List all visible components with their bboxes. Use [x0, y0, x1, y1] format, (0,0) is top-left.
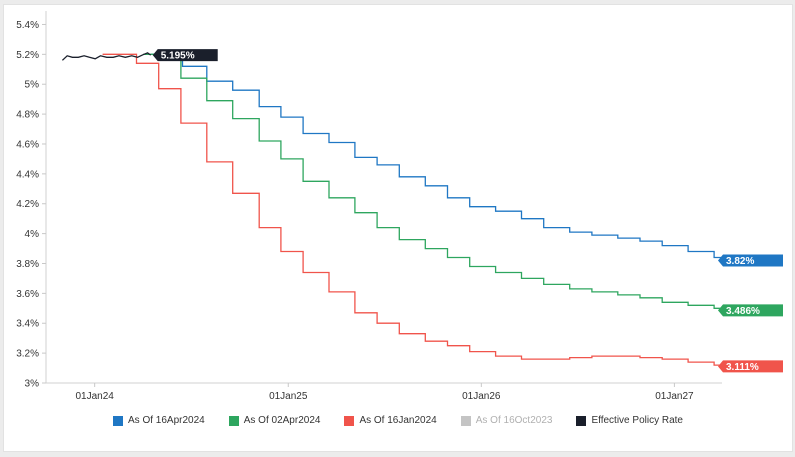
end-label-bg-4 — [152, 49, 218, 62]
legend-label: Effective Policy Rate — [591, 415, 683, 426]
series-line-4 — [61, 52, 152, 61]
end-label-4: 5.195% — [152, 49, 218, 62]
y-tick-label: 3.4% — [16, 319, 39, 330]
chart-card: 3% 3.2% 3.4% 3.6% 3.8% 4% 4.2% 4.4% 4.6% 4.8% 5% 5.… — [3, 4, 793, 452]
grid-layer — [45, 11, 722, 384]
series-line-0 — [150, 53, 723, 261]
y-tick-label: 5.2% — [16, 50, 39, 61]
y-tick-label: 4.4% — [16, 169, 39, 180]
end-label-text-0: 3.82% — [726, 256, 754, 267]
end-label-1: 3.486% — [718, 304, 783, 317]
legend-label: As Of 16Oct2023 — [475, 415, 553, 426]
legend: As Of 16Apr2024 As Of 02Apr2024 As Of 16Ja… — [4, 415, 792, 426]
y-tick-label: 3.8% — [16, 259, 39, 270]
legend-swatch — [344, 415, 355, 426]
y-tick-label: 3% — [25, 379, 40, 390]
end-label-text-4: 5.195% — [161, 51, 195, 62]
legend-swatch — [576, 415, 587, 426]
end-label-bg-0 — [718, 254, 783, 267]
y-tick-label: 5% — [25, 80, 40, 91]
y-tick-label: 4.6% — [16, 139, 39, 150]
end-label-text-2: 3.111% — [726, 362, 759, 373]
y-tick-label: 5.4% — [16, 20, 39, 31]
x-tick-label: 01Jan25 — [269, 391, 308, 402]
legend-item-2[interactable]: As Of 16Jan2024 — [344, 415, 437, 426]
y-axis: 3% 3.2% 3.4% 3.6% 3.8% 4% 4.2% 4.4% 4.6% 4.8% 5% 5.… — [16, 20, 46, 390]
legend-swatch — [460, 415, 471, 426]
legend-item-3[interactable]: As Of 16Oct2023 — [460, 415, 553, 426]
y-tick-label: 4.2% — [16, 199, 39, 210]
legend-label: As Of 02Apr2024 — [243, 415, 321, 426]
chart-canvas: 3% 3.2% 3.4% 3.6% 3.8% 4% 4.2% 4.4% 4.6% 4.8% 5% 5.… — [16, 11, 783, 402]
y-tick-label: 3.2% — [16, 349, 39, 360]
end-label-2: 3.111% — [718, 360, 783, 373]
end-label-bg-1 — [718, 304, 783, 317]
legend-item-0[interactable]: As Of 16Apr2024 — [113, 415, 205, 426]
x-tick-label: 01Jan26 — [462, 391, 501, 402]
y-tick-label: 4.8% — [16, 110, 39, 121]
x-tick-label: 01Jan24 — [75, 391, 114, 402]
legend-item-4[interactable]: Effective Policy Rate — [576, 415, 683, 426]
y-tick-label: 4% — [25, 229, 40, 240]
x-axis: 01Jan24 01Jan25 01Jan26 01Jan27 — [75, 383, 694, 402]
series-layer — [61, 52, 723, 367]
legend-swatch — [228, 415, 239, 426]
end-label-0: 3.82% — [718, 254, 783, 267]
end-label-bg-2 — [718, 360, 783, 373]
end-label-text-1: 3.486% — [726, 306, 760, 317]
series-line-2 — [102, 53, 723, 367]
legend-label: As Of 16Jan2024 — [359, 415, 437, 426]
legend-swatch — [113, 415, 124, 426]
legend-item-1[interactable]: As Of 02Apr2024 — [228, 415, 321, 426]
series-line-1 — [143, 53, 723, 311]
x-tick-label: 01Jan27 — [655, 391, 694, 402]
end-labels: 3.82% 3.486% 3.111% 5.195% — [152, 49, 783, 373]
legend-label: As Of 16Apr2024 — [128, 415, 205, 426]
y-tick-label: 3.6% — [16, 289, 39, 300]
